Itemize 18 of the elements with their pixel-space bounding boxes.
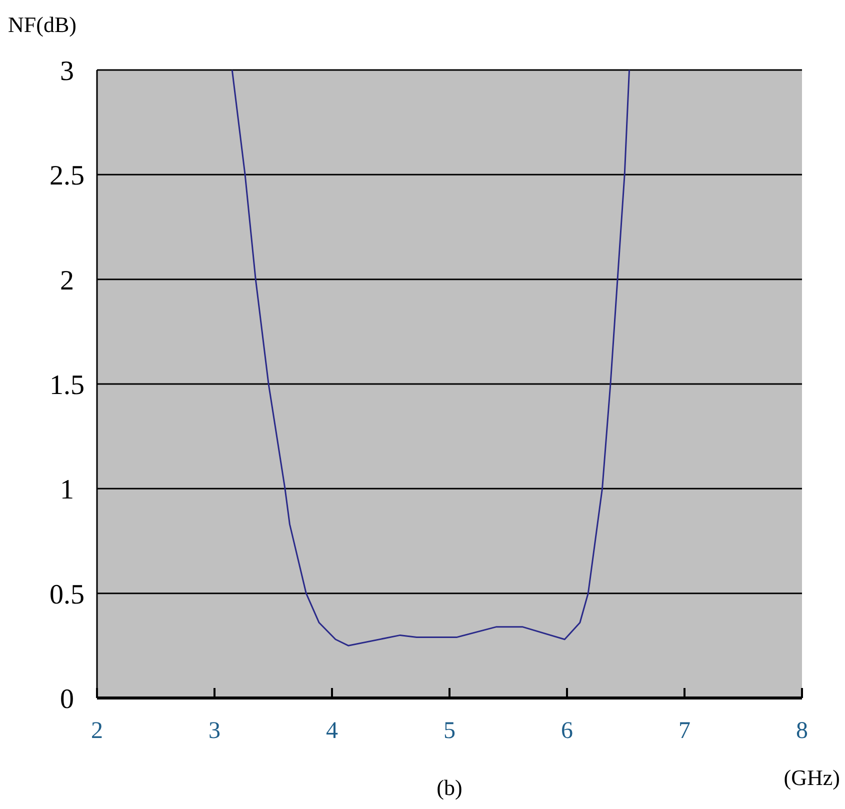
line-series bbox=[231, 70, 630, 646]
y-tick-label: 0.5 bbox=[50, 579, 84, 610]
y-tick-label: 2 bbox=[60, 265, 74, 296]
x-tick-label: 4 bbox=[326, 718, 338, 744]
x-tick-label: 2 bbox=[91, 718, 103, 744]
x-tick-label: 3 bbox=[208, 718, 220, 744]
text: (b) bbox=[436, 775, 462, 800]
x-tick-label: 8 bbox=[796, 718, 808, 744]
x-tick-label: 5 bbox=[444, 718, 456, 744]
x-tick-label: 6 bbox=[561, 718, 573, 744]
x-tick-label: 7 bbox=[678, 718, 690, 744]
x-axis-title: (GHz) bbox=[784, 765, 840, 790]
y-tick-label: 1.5 bbox=[50, 370, 84, 401]
y-tick-label: 2.5 bbox=[50, 160, 84, 192]
y-tick-label: 1 bbox=[60, 474, 74, 506]
y-axis-title: NF(dB) bbox=[8, 12, 76, 37]
y-tick-label: 0 bbox=[60, 684, 74, 715]
y-tick-label: 3 bbox=[60, 56, 74, 87]
